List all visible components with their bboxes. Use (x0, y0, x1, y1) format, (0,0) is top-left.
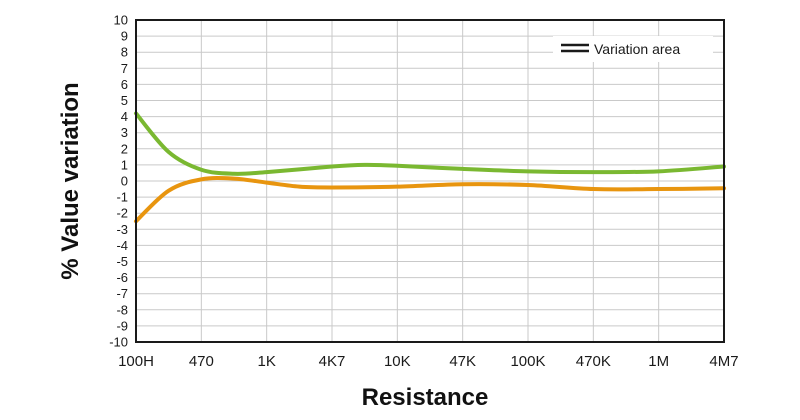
y-tick-label: 6 (121, 77, 128, 92)
x-tick-label: 4K7 (319, 353, 346, 370)
y-tick-label: -9 (116, 318, 128, 333)
x-tick-label: 470 (189, 353, 214, 370)
x-tick-label: 1K (257, 353, 275, 370)
y-tick-label: 8 (121, 45, 128, 60)
grid-lines (135, 19, 725, 343)
y-tick-label: 3 (121, 125, 128, 140)
y-tick-label: 7 (121, 61, 128, 76)
y-tick-label: 5 (121, 93, 128, 108)
x-tick-label: 47K (449, 353, 476, 370)
y-tick-label: -10 (109, 335, 128, 350)
y-tick-label: 1 (121, 157, 128, 172)
y-tick-label: 2 (121, 141, 128, 156)
x-tick-label: 1M (648, 353, 669, 370)
x-tick-label: 470K (576, 353, 611, 370)
series-layer (134, 111, 726, 224)
legend-box (553, 36, 713, 62)
x-tick-label: 4M7 (709, 353, 738, 370)
y-tick-label: -6 (116, 270, 128, 285)
y-tick-label: 0 (121, 174, 128, 189)
x-axis-title: Resistance (362, 384, 489, 411)
upper-bound-series-line (134, 111, 726, 176)
x-tick-label: 100K (510, 353, 545, 370)
y-tick-label: 9 (121, 29, 128, 44)
y-tick-label: -8 (116, 302, 128, 317)
y-tick-label: 10 (114, 13, 128, 28)
plot-frame (135, 19, 725, 343)
y-tick-label: 4 (121, 109, 128, 124)
y-axis-title: % Value variation (57, 82, 84, 279)
y-tick-label: -2 (116, 206, 128, 221)
x-tick-label: 10K (384, 353, 411, 370)
x-tick-label: 100H (118, 353, 154, 370)
y-tick-label: -4 (116, 238, 128, 253)
legend-label: Variation area (594, 41, 680, 57)
y-tick-label: -1 (116, 190, 128, 205)
x-tick-labels: 100H 470 1K 4K7 10K 47K 100K 470K 1M 4M7 (118, 353, 739, 370)
y-tick-label: -3 (116, 222, 128, 237)
lower-bound-series-line (134, 176, 726, 224)
y-tick-label: -5 (116, 254, 128, 269)
legend: Variation area (553, 36, 713, 62)
y-tick-label: -7 (116, 286, 128, 301)
